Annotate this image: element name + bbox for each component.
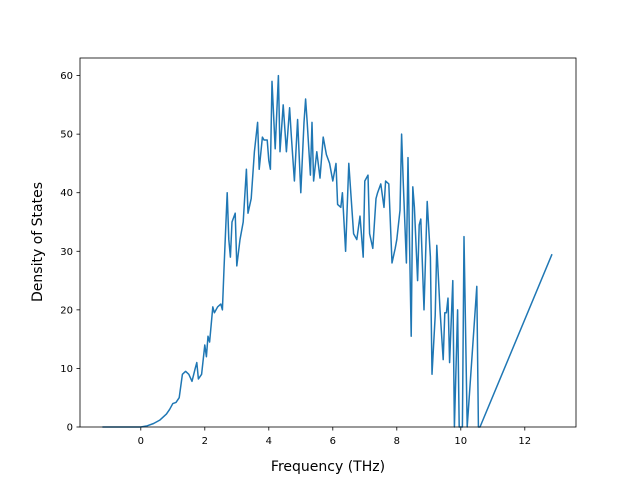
y-tick-label: 30 xyxy=(60,247,73,258)
y-tick-label: 20 xyxy=(60,305,73,316)
y-tick-label: 40 xyxy=(60,188,73,199)
x-tick-label: 0 xyxy=(138,436,144,447)
y-tick-label: 0 xyxy=(67,423,73,434)
x-axis-label: Frequency (THz) xyxy=(271,459,385,475)
plot-frame xyxy=(79,57,577,428)
line xyxy=(102,74,553,428)
y-axis-label: Density of States xyxy=(30,182,46,302)
x-tick-label: 2 xyxy=(202,436,208,447)
x-tick-label: 12 xyxy=(518,436,531,447)
x-tick-label: 8 xyxy=(394,436,400,447)
y-tick-label: 60 xyxy=(60,71,73,82)
x-tick-label: 10 xyxy=(454,436,467,447)
x-tick-label: 6 xyxy=(330,436,336,447)
y-tick-label: 50 xyxy=(60,130,73,141)
x-tick-label: 4 xyxy=(266,436,272,447)
y-tick-label: 10 xyxy=(60,364,73,375)
